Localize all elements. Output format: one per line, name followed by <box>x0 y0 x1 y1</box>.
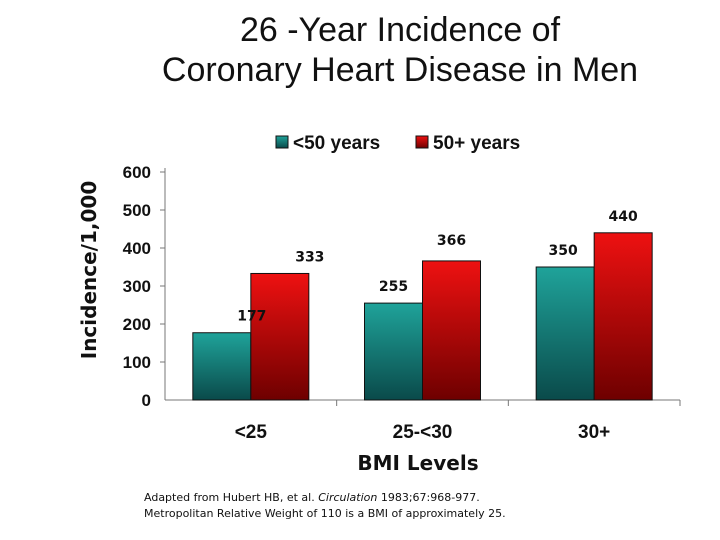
bar-value-label: 350 <box>549 243 578 259</box>
legend-swatch-50-plus <box>415 135 429 149</box>
footnote-line-2: Metropolitan Relative Weight of 110 is a… <box>144 507 506 520</box>
bar-50-plus <box>250 272 310 401</box>
legend-label-under-50: <50 years <box>293 133 380 154</box>
x-tick-label: <25 <box>235 422 268 443</box>
title-line-1: 26 -Year Incidence of <box>239 11 561 49</box>
y-tick-label: 500 <box>123 201 151 220</box>
bar-value-label: 333 <box>295 249 324 265</box>
y-tick-label: 300 <box>123 277 151 296</box>
bar-value-label: 177 <box>237 309 266 325</box>
y-tick-label: 400 <box>123 239 151 258</box>
bar-value-label: 255 <box>379 279 408 295</box>
x-axis-title: BMI Levels <box>357 451 478 475</box>
y-tick-label: 200 <box>123 315 151 334</box>
y-tick-label: 100 <box>123 353 151 372</box>
bar-50-plus <box>593 232 653 401</box>
x-tick-label: 25-<30 <box>393 422 453 443</box>
legend-label-50-plus: 50+ years <box>433 133 520 154</box>
title-line-2: Coronary Heart Disease in Men <box>161 51 639 89</box>
bar-under-50 <box>535 266 595 401</box>
footnote-citation-end: 1983;67:968-977. <box>377 491 480 504</box>
bar-value-label: 440 <box>609 209 638 225</box>
footnote-citation: Adapted from Hubert HB, et al. <box>144 491 319 504</box>
footnote-journal: Circulation <box>318 491 378 504</box>
footnote-line-1: Adapted from Hubert HB, et al. Circulati… <box>144 490 506 506</box>
slide-title: 26 -Year Incidence of Coronary Heart Dis… <box>60 10 720 90</box>
legend-swatch-under-50 <box>275 135 289 149</box>
bar-under-50 <box>364 302 423 401</box>
x-tick-label: 30+ <box>578 422 610 443</box>
bar-value-label: 366 <box>437 233 466 249</box>
y-tick-label: 600 <box>123 163 151 182</box>
bar-under-50 <box>192 332 252 401</box>
y-axis-title: Incidence/1,000 <box>77 181 101 360</box>
source-footnote: Adapted from Hubert HB, et al. Circulati… <box>144 490 506 522</box>
y-tick-label: 0 <box>142 391 151 410</box>
bar-50-plus <box>422 260 481 401</box>
